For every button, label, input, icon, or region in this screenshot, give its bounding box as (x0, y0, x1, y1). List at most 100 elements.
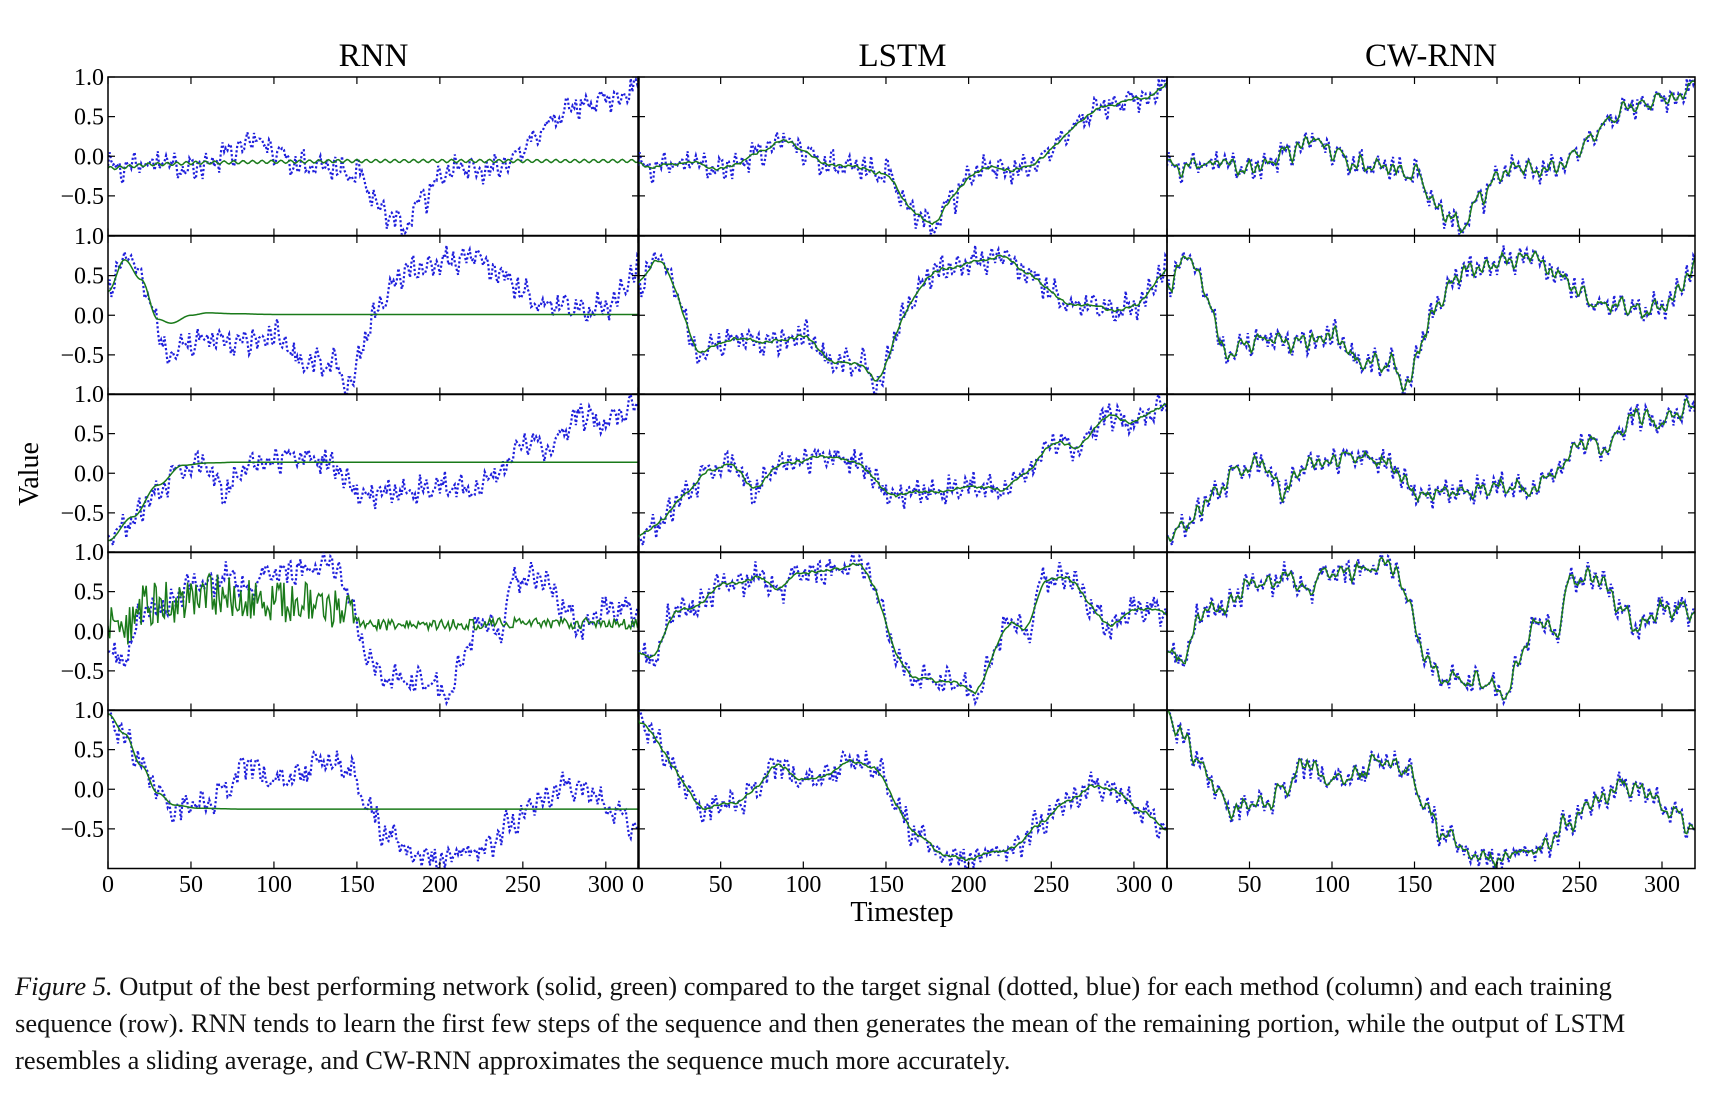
column-titles: RNN LSTM CW-RNN (339, 38, 1498, 74)
y-tick-label: 1.0 (74, 224, 104, 250)
panel-cwrnn-row-2 (1166, 235, 1696, 396)
panel-rnn-row-3: −0.5 0.0 0.5 1.0 (60, 382, 640, 554)
x-tick-label: 250 (505, 872, 541, 898)
series-group (1167, 77, 1695, 236)
series-group (108, 552, 639, 707)
series-group (638, 552, 1167, 707)
y-tick-label: 0.0 (74, 461, 104, 487)
caption-text: Output of the best performing network (s… (15, 971, 1626, 1075)
target-series-line (638, 77, 1167, 236)
target-series-line (108, 552, 639, 707)
y-tick-label: 0.0 (74, 777, 104, 803)
column-title-cwrnn: CW-RNN (1365, 38, 1497, 74)
y-tick-label: 0.5 (74, 264, 104, 290)
y-tick-label: 1.0 (74, 382, 104, 408)
x-tick-label: 200 (422, 872, 458, 898)
target-series-line (1167, 245, 1695, 395)
series-group (1167, 710, 1695, 869)
panel-grid: −0.50.00.51.0−0.50.00.51.0−0.50.00.51.0−… (60, 65, 1696, 898)
x-axis-label: Timestep (850, 897, 953, 928)
x-tick-label: 200 (951, 872, 987, 898)
target-series-line (1167, 77, 1695, 236)
target-series-line (638, 710, 1167, 869)
x-tick-label: 50 (1238, 872, 1262, 898)
y-tick-label: 1.0 (74, 698, 104, 724)
x-tick-label: 300 (1116, 872, 1152, 898)
figure-caption: Figure 5. Output of the best performing … (15, 968, 1700, 1079)
output-series-line (108, 713, 639, 810)
panel-cwrnn-row-1 (1166, 76, 1696, 237)
target-series-line (108, 710, 639, 869)
series-group (108, 77, 639, 236)
output-series-line (108, 572, 639, 645)
panel-rnn-row-1: −0.5 0.0 0.5 1.0 (60, 65, 640, 237)
output-series-line (638, 562, 1167, 695)
y-tick-label: −0.5 (60, 817, 104, 843)
panel-cwrnn-row-4 (1166, 551, 1696, 712)
x-tick-label: 100 (1314, 872, 1350, 898)
x-tick-label: 0 (632, 872, 644, 898)
panel-frame (107, 76, 640, 237)
panel-lstm-row-2 (637, 235, 1168, 396)
target-series-line (638, 394, 1167, 550)
series-group (638, 394, 1167, 550)
y-tick-label: 0.5 (74, 422, 104, 448)
target-series-line (108, 77, 639, 236)
y-tick-label: 0.5 (74, 738, 104, 764)
figure: RNN LSTM CW-RNN Value Timestep −0.5 0.0 0.… (14, 38, 1696, 928)
panel-lstm-row-4 (637, 551, 1168, 712)
y-tick-label: −0.5 (60, 184, 104, 210)
series-group (638, 77, 1167, 236)
panel-lstm-row-1 (637, 76, 1168, 237)
series-group (638, 710, 1167, 869)
target-series-line (108, 245, 639, 395)
panel-frame (1166, 235, 1696, 396)
output-series-line (108, 461, 639, 542)
x-tick-label: 150 (868, 872, 904, 898)
output-series-line (108, 259, 639, 324)
panel-frame (1166, 76, 1696, 237)
y-tick-label: 1.0 (74, 540, 104, 566)
output-series-line (638, 719, 1167, 862)
panel-cwrnn-row-5: 0 50 100 150 200 250 300 (1161, 709, 1696, 898)
y-tick-label: 0.5 (74, 105, 104, 131)
panel-frame (1166, 393, 1696, 554)
x-tick-label: 0 (1161, 872, 1173, 898)
x-tick-label: 300 (1644, 872, 1680, 898)
output-series-line (638, 254, 1167, 382)
series-group (1167, 394, 1695, 550)
output-series-line (638, 403, 1167, 538)
panel-cwrnn-row-3 (1166, 393, 1696, 554)
y-axis-label: Value (14, 442, 45, 506)
y-tick-label: −0.5 (60, 501, 104, 527)
output-series-line (638, 81, 1167, 226)
x-tick-label: 150 (1397, 872, 1433, 898)
y-tick-label: 1.0 (74, 65, 104, 91)
panel-frame (637, 393, 1168, 554)
target-series-line (638, 245, 1167, 395)
output-series-line (1167, 250, 1695, 394)
panel-rnn-row-5: −0.5 0.0 0.5 1.0 0 50 100 150 200 250 300 (60, 698, 640, 898)
y-tick-label: 0.5 (74, 580, 104, 606)
output-series-line (1167, 710, 1695, 869)
panel-frame (637, 76, 1168, 237)
target-series-line (108, 394, 639, 550)
output-series-line (108, 158, 639, 171)
y-tick-label: 0.0 (74, 144, 104, 170)
x-tick-label: 250 (1562, 872, 1598, 898)
target-series-line (1167, 552, 1695, 707)
panel-lstm-row-3 (637, 393, 1168, 554)
output-series-line (1167, 556, 1695, 701)
panel-rnn-row-2: −0.5 0.0 0.5 1.0 (60, 224, 640, 396)
x-tick-label: 0 (102, 872, 114, 898)
panel-lstm-row-5: 0 50 100 150 200 250 300 (632, 709, 1168, 898)
y-tick-label: −0.5 (60, 343, 104, 369)
panel-frame (107, 393, 640, 554)
x-tick-label: 100 (785, 872, 821, 898)
output-series-line (1167, 80, 1695, 234)
output-series-line (1167, 396, 1695, 543)
series-group (638, 245, 1167, 395)
x-tick-label: 300 (588, 872, 624, 898)
caption-label: Figure 5. (15, 971, 113, 1001)
x-tick-label: 200 (1479, 872, 1515, 898)
